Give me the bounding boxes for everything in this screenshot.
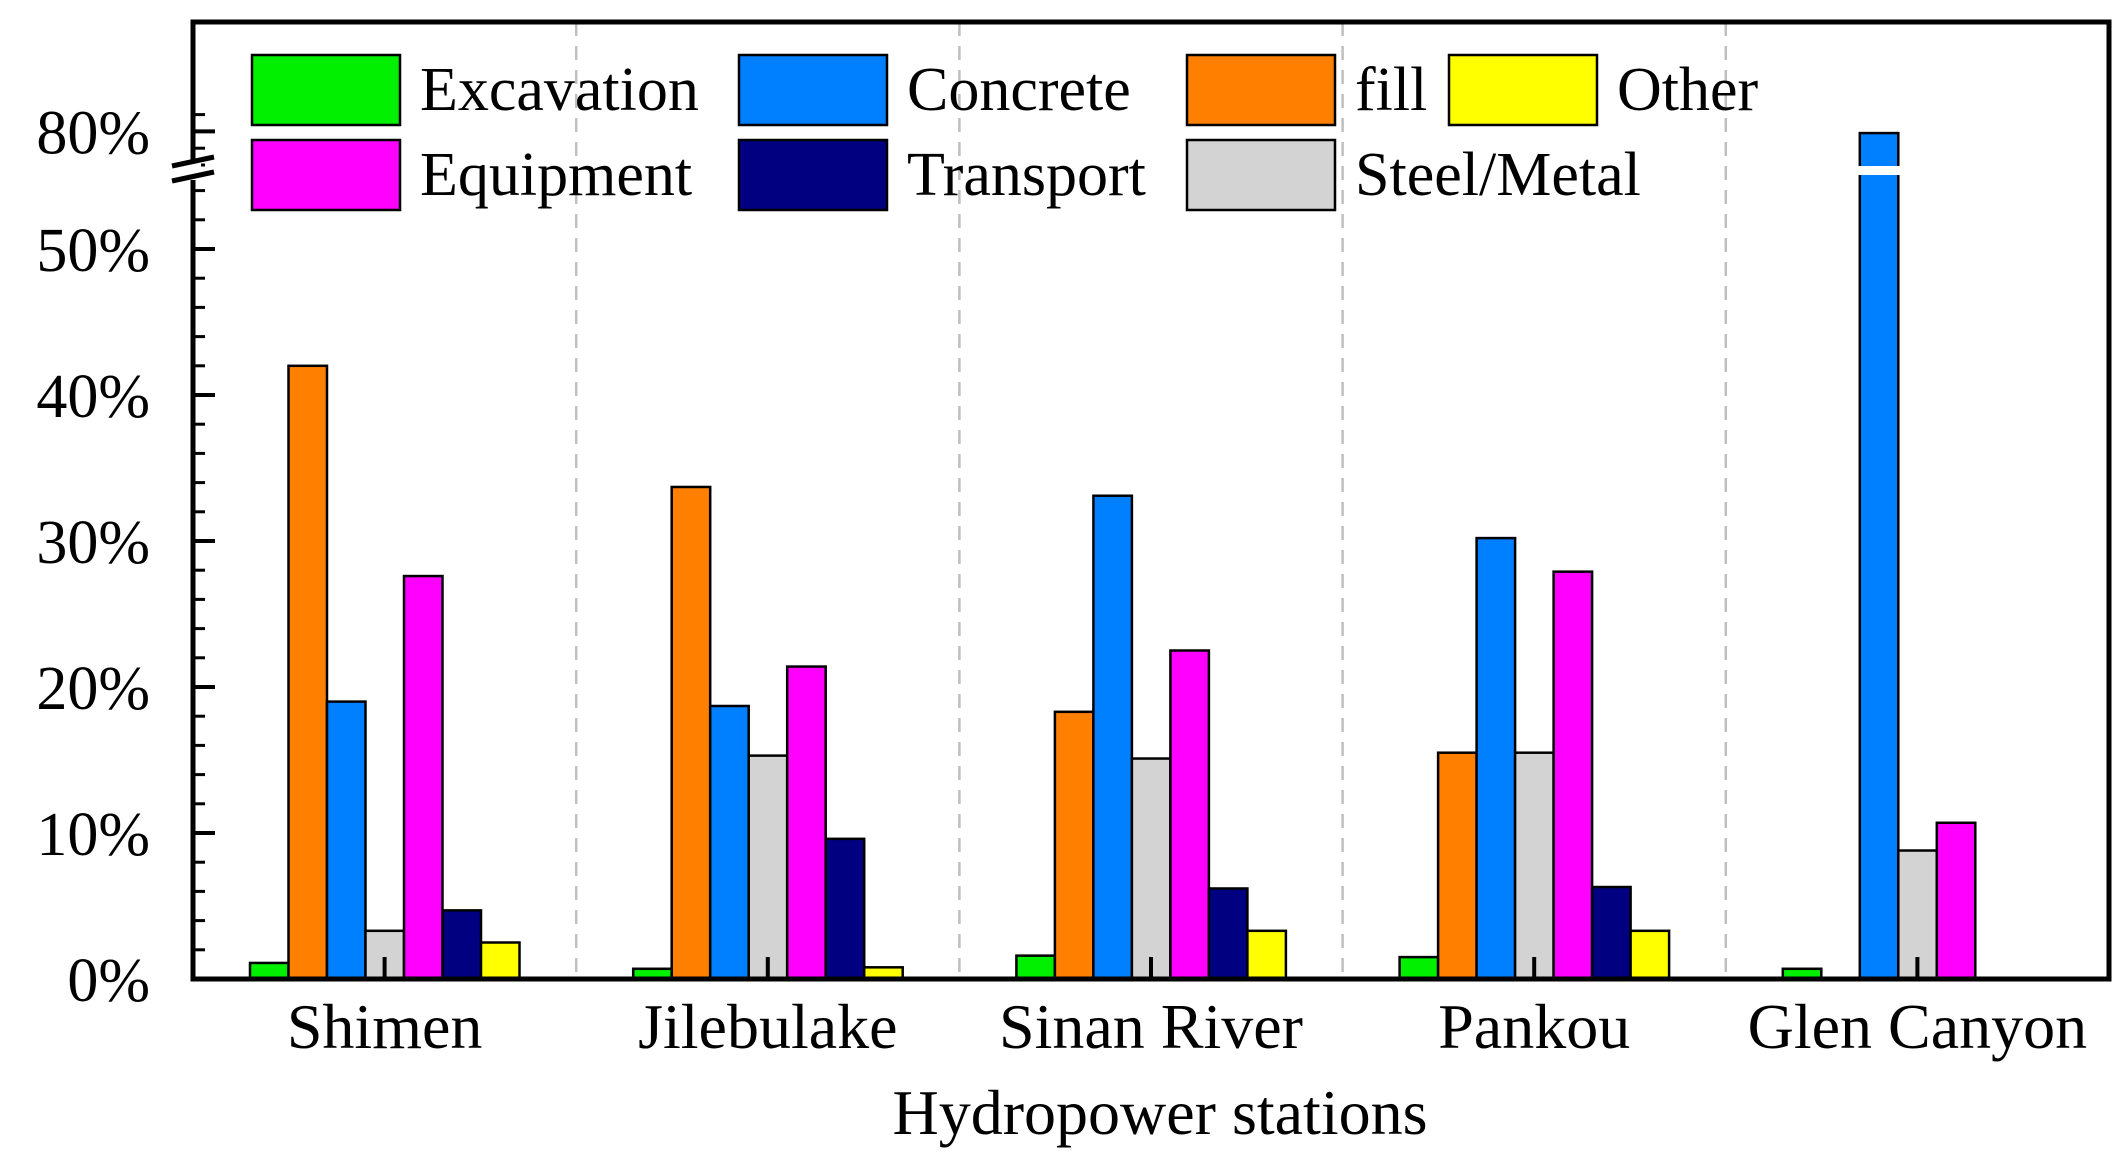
x-tick-label: Glen Canyon (1748, 991, 2088, 1062)
series-equipment (402, 570, 1977, 981)
legend-item: Transport (737, 138, 1146, 212)
legend-label: Transport (907, 141, 1146, 209)
series-concrete (325, 131, 1901, 981)
x-tick-label: Jilebulake (638, 991, 897, 1062)
bar (1130, 757, 1172, 981)
bar (824, 837, 866, 981)
bar (287, 364, 329, 981)
series-other (479, 929, 1671, 981)
legend-swatch (1447, 53, 1599, 127)
y-tick-label: 50% (36, 217, 150, 285)
bar (1207, 887, 1249, 981)
legend-item: Equipment (250, 138, 692, 212)
legend-label: Excavation (420, 56, 699, 124)
axes: 0% 10% 20% 30% 40% 50% 80% Shimen Jilebulake Sina… (36, 19, 2112, 1062)
legend-label: Other (1617, 56, 1759, 124)
bar (1935, 821, 1977, 981)
bar (1436, 751, 1478, 981)
category-separators (574, 22, 1728, 979)
bar (1169, 649, 1211, 981)
legend-item: Excavation (250, 53, 699, 127)
bar (1092, 494, 1134, 981)
bar (1015, 954, 1057, 981)
bar (1513, 751, 1555, 981)
legend: Excavation Concrete fill Other Equipment Tran… (250, 53, 1759, 212)
legend-swatch (250, 53, 402, 127)
x-axis-title: Hydropower stations (892, 1077, 1427, 1148)
y-tick-label: 10% (36, 801, 150, 869)
y-tick-label: 20% (36, 655, 150, 723)
bar (402, 574, 444, 981)
bar (1552, 570, 1594, 981)
legend-swatch (737, 138, 889, 212)
bar (708, 704, 750, 981)
bar (1398, 955, 1440, 981)
series-fill (287, 364, 1478, 981)
bar (325, 700, 367, 981)
legend-label: Equipment (420, 141, 692, 209)
bar (1053, 710, 1095, 981)
bar (670, 485, 712, 981)
bar (1590, 885, 1632, 981)
legend-label: Concrete (907, 56, 1131, 124)
legend-swatch (250, 138, 402, 212)
legend-item: Concrete (737, 53, 1131, 127)
x-tick-label: Sinan River (999, 991, 1303, 1062)
y-tick-label: 0% (67, 947, 150, 1015)
legend-item: Steel/Metal (1185, 138, 1641, 212)
bar (1858, 131, 1900, 981)
bar (1629, 929, 1671, 981)
legend-swatch (737, 53, 889, 127)
bar (747, 754, 789, 981)
y-tick-label: 40% (36, 363, 150, 431)
legend-swatch (1185, 53, 1337, 127)
x-tick-label: Pankou (1438, 991, 1630, 1062)
legend-label: fill (1355, 56, 1427, 124)
series-steel-metal (364, 751, 1939, 981)
bar-series (248, 131, 1977, 981)
x-tick-label: Shimen (287, 991, 483, 1062)
bar (479, 941, 521, 981)
legend-label: Steel/Metal (1355, 141, 1641, 209)
legend-item: fill (1185, 53, 1427, 127)
y-tick-label: 80% (36, 99, 150, 167)
axis-break-mark (171, 154, 215, 184)
bar (1246, 929, 1288, 981)
legend-item: Other (1447, 53, 1759, 127)
bar (441, 909, 483, 981)
bar (785, 665, 827, 981)
legend-swatch (1185, 138, 1337, 212)
y-tick-label: 30% (36, 509, 150, 577)
bar (1475, 536, 1517, 981)
bar-break-mark (1857, 166, 1901, 175)
